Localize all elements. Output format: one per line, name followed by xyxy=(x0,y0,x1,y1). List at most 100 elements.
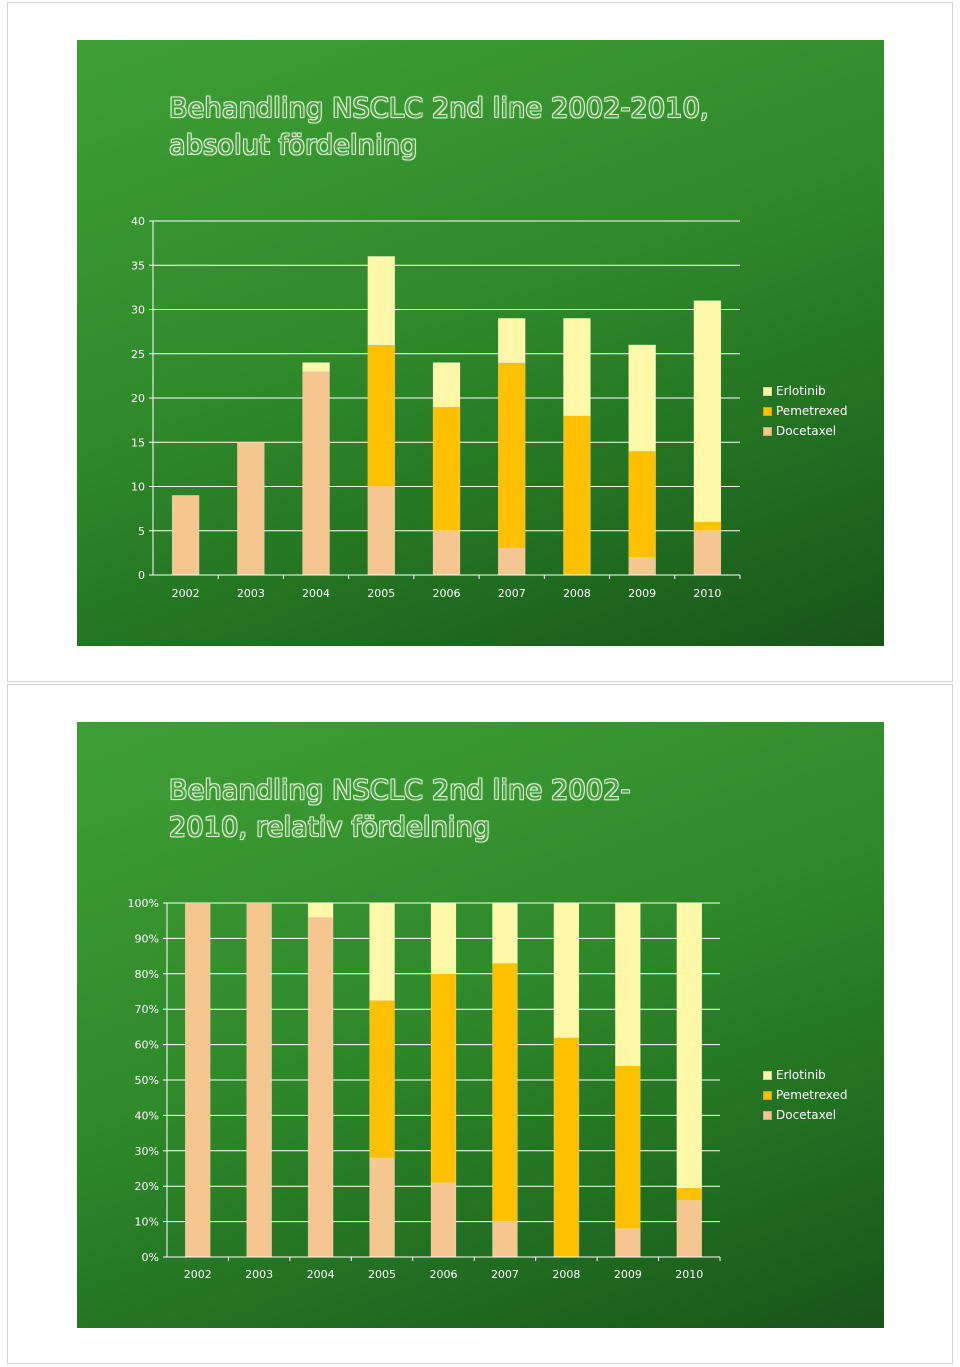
y-tick-label: 20% xyxy=(135,1180,159,1193)
bar-segment-erlotinib-2008 xyxy=(563,318,591,416)
x-tick-label: 2010 xyxy=(675,1268,703,1281)
x-tick-label: 2009 xyxy=(628,587,656,600)
bar-segment-docetaxel-2007 xyxy=(497,548,526,576)
y-tick-label: 5 xyxy=(138,525,145,538)
bar-segment-pemetrexed-2009 xyxy=(628,450,656,558)
x-tick-label: 2004 xyxy=(307,1268,335,1281)
chart-legend: Erlotinib Pemetrexed Docetaxel xyxy=(763,381,848,441)
legend-swatch xyxy=(763,1070,772,1080)
y-tick-label: 100% xyxy=(128,897,159,910)
stacked-bar-chart-absolute: 0 5 10 15 20 25 30 35 40 2002 2003 2004 2005 2006 2007… xyxy=(131,215,741,600)
x-tick-label: 2007 xyxy=(491,1268,519,1281)
y-tick-label: 25 xyxy=(131,348,145,361)
bar-segment-erlotinib-2005 xyxy=(369,902,395,1001)
bar-segment-pemetrexed-2008 xyxy=(563,415,591,576)
slide-title: Behandling NSCLC 2nd line 2002-2010, rel… xyxy=(169,775,631,843)
y-tick-label: 80% xyxy=(135,968,159,981)
x-tick-label: 2008 xyxy=(552,1268,580,1281)
y-tick-label: 15 xyxy=(131,436,145,449)
y-tick-label: 10% xyxy=(135,1216,159,1229)
legend-item-erlotinib: Erlotinib xyxy=(763,381,848,401)
document-page-1: Behandling NSCLC 2nd line 2002-2010, abs… xyxy=(7,2,953,682)
bar-segment-docetaxel-2010 xyxy=(676,1200,703,1258)
bar-segment-erlotinib-2006 xyxy=(432,362,461,408)
y-tick-label: 50% xyxy=(135,1074,159,1087)
bar-segment-erlotinib-2004 xyxy=(307,902,334,918)
bar-segment-pemetrexed-2006 xyxy=(432,406,461,532)
legend-label: Pemetrexed xyxy=(776,1088,848,1102)
legend-label: Docetaxel xyxy=(776,424,837,438)
slide-absolute-distribution: Behandling NSCLC 2nd line 2002-2010, abs… xyxy=(77,40,884,646)
legend-swatch xyxy=(763,1090,772,1100)
y-tick-label: 60% xyxy=(135,1039,159,1052)
bar-segment-docetaxel-2007 xyxy=(492,1221,518,1258)
bar-segment-erlotinib-2008 xyxy=(553,902,580,1038)
legend-swatch xyxy=(763,386,772,396)
bar-segment-pemetrexed-2007 xyxy=(497,362,526,549)
bar-segment-erlotinib-2006 xyxy=(430,902,457,975)
chart-legend: Erlotinib Pemetrexed Docetaxel xyxy=(763,1065,848,1125)
slide-title: Behandling NSCLC 2nd line 2002-2010, abs… xyxy=(169,93,709,161)
bar-segment-docetaxel-2005 xyxy=(367,486,396,576)
x-tick-label: 2003 xyxy=(245,1268,273,1281)
x-tick-label: 2003 xyxy=(237,587,265,600)
y-tick-label: 35 xyxy=(131,259,145,272)
legend-label: Pemetrexed xyxy=(776,404,848,418)
bar-segment-erlotinib-2005 xyxy=(367,256,396,346)
x-tick-label: 2005 xyxy=(368,1268,396,1281)
y-tick-label: 0 xyxy=(138,569,145,582)
bar-segment-pemetrexed-2008 xyxy=(553,1037,580,1258)
legend-label: Erlotinib xyxy=(776,1068,826,1082)
bar-segment-erlotinib-2010 xyxy=(693,300,722,523)
bar-segment-erlotinib-2004 xyxy=(302,362,330,372)
bar-segment-pemetrexed-2010 xyxy=(676,1187,703,1201)
x-tick-label: 2002 xyxy=(172,587,200,600)
bar-segment-pemetrexed-2006 xyxy=(430,973,457,1183)
x-tick-label: 2006 xyxy=(433,587,461,600)
x-tick-label: 2004 xyxy=(302,587,330,600)
bar-segment-docetaxel-2004 xyxy=(302,371,330,576)
bar-segment-docetaxel-2006 xyxy=(432,530,461,576)
bar-segment-pemetrexed-2005 xyxy=(367,344,396,487)
x-tick-label: 2007 xyxy=(498,587,526,600)
x-tick-label: 2006 xyxy=(430,1268,458,1281)
bar-segment-erlotinib-2009 xyxy=(615,902,641,1067)
bar-segment-erlotinib-2007 xyxy=(492,902,518,964)
bar-segment-docetaxel-2002 xyxy=(184,902,211,1258)
y-tick-label: 30 xyxy=(131,304,145,317)
x-tick-label: 2002 xyxy=(184,1268,212,1281)
bar-segment-docetaxel-2006 xyxy=(430,1182,457,1258)
bar-segment-erlotinib-2009 xyxy=(628,344,656,452)
legend-label: Erlotinib xyxy=(776,384,826,398)
bar-segment-docetaxel-2009 xyxy=(615,1228,641,1258)
bar-segment-docetaxel-2003 xyxy=(246,902,272,1258)
legend-swatch xyxy=(763,1110,772,1120)
legend-label: Docetaxel xyxy=(776,1108,837,1122)
bar-segment-docetaxel-2009 xyxy=(628,557,656,576)
bar-segment-docetaxel-2002 xyxy=(171,495,200,576)
bar-segment-erlotinib-2007 xyxy=(497,318,526,363)
y-tick-label: 70% xyxy=(135,1003,159,1016)
y-tick-label: 0% xyxy=(142,1251,159,1264)
legend-item-pemetrexed: Pemetrexed xyxy=(763,1085,848,1105)
bar-segment-pemetrexed-2009 xyxy=(615,1065,641,1229)
legend-item-docetaxel: Docetaxel xyxy=(763,421,848,441)
x-tick-label: 2005 xyxy=(367,587,395,600)
bar-segment-docetaxel-2010 xyxy=(693,530,722,576)
y-tick-label: 40% xyxy=(135,1109,159,1122)
x-tick-label: 2010 xyxy=(693,587,721,600)
legend-item-docetaxel: Docetaxel xyxy=(763,1105,848,1125)
stacked-bar-chart-relative: 0% 10% 20% 30% 40% 50% 60% 70% 80% 90% 100% 2002 200… xyxy=(128,897,721,1281)
slide-relative-distribution: Behandling NSCLC 2nd line 2002-2010, rel… xyxy=(77,722,884,1328)
legend-swatch xyxy=(763,406,772,416)
document-page-2: Behandling NSCLC 2nd line 2002-2010, rel… xyxy=(7,684,953,1364)
legend-item-pemetrexed: Pemetrexed xyxy=(763,401,848,421)
y-tick-label: 90% xyxy=(135,932,159,945)
bar-segment-pemetrexed-2010 xyxy=(693,521,722,531)
bar-segment-docetaxel-2004 xyxy=(307,916,334,1258)
y-tick-label: 10 xyxy=(131,481,145,494)
y-tick-label: 30% xyxy=(135,1145,159,1158)
x-tick-label: 2008 xyxy=(563,587,591,600)
legend-swatch xyxy=(763,426,772,436)
y-tick-label: 20 xyxy=(131,392,145,405)
